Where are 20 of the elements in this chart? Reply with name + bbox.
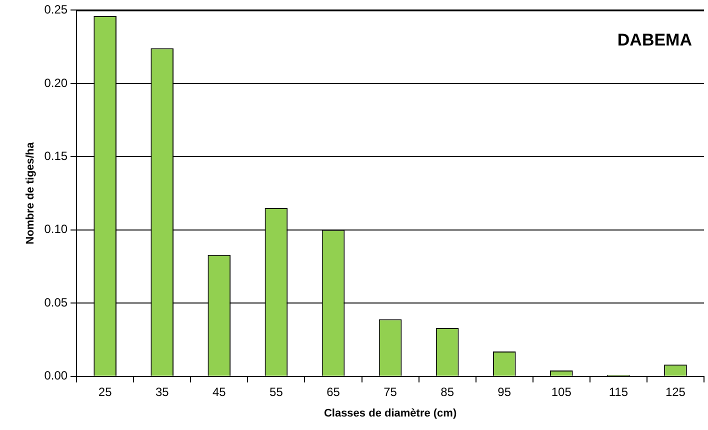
x-tick-label: 95: [498, 384, 512, 399]
x-tick-label: 65: [326, 384, 340, 399]
y-tick-label: 0.00: [44, 368, 68, 383]
y-tick-label: 0.25: [44, 2, 68, 17]
x-tick-label: 55: [270, 384, 284, 399]
x-tick-label: 125: [665, 384, 686, 399]
x-tick-label: 75: [384, 384, 398, 399]
y-tick-label: 0.20: [44, 76, 68, 90]
x-tick-label: 115: [608, 384, 628, 399]
x-tick-label: 85: [440, 384, 454, 399]
text: DABEMA: [617, 30, 692, 50]
y-tick-label: 0.05: [44, 295, 68, 310]
y-tick-label: 0.10: [44, 222, 68, 236]
x-tick-label: 45: [212, 384, 226, 399]
x-axis-title: Classes de diamètre (cm): [324, 407, 457, 420]
x-tick-label: 25: [98, 384, 112, 399]
x-tick-label: 35: [155, 384, 170, 399]
x-tick-label: 105: [551, 384, 572, 399]
y-tick-label: 0.15: [44, 148, 68, 163]
y-axis-title: Nombre de tiges/ha: [24, 141, 37, 244]
